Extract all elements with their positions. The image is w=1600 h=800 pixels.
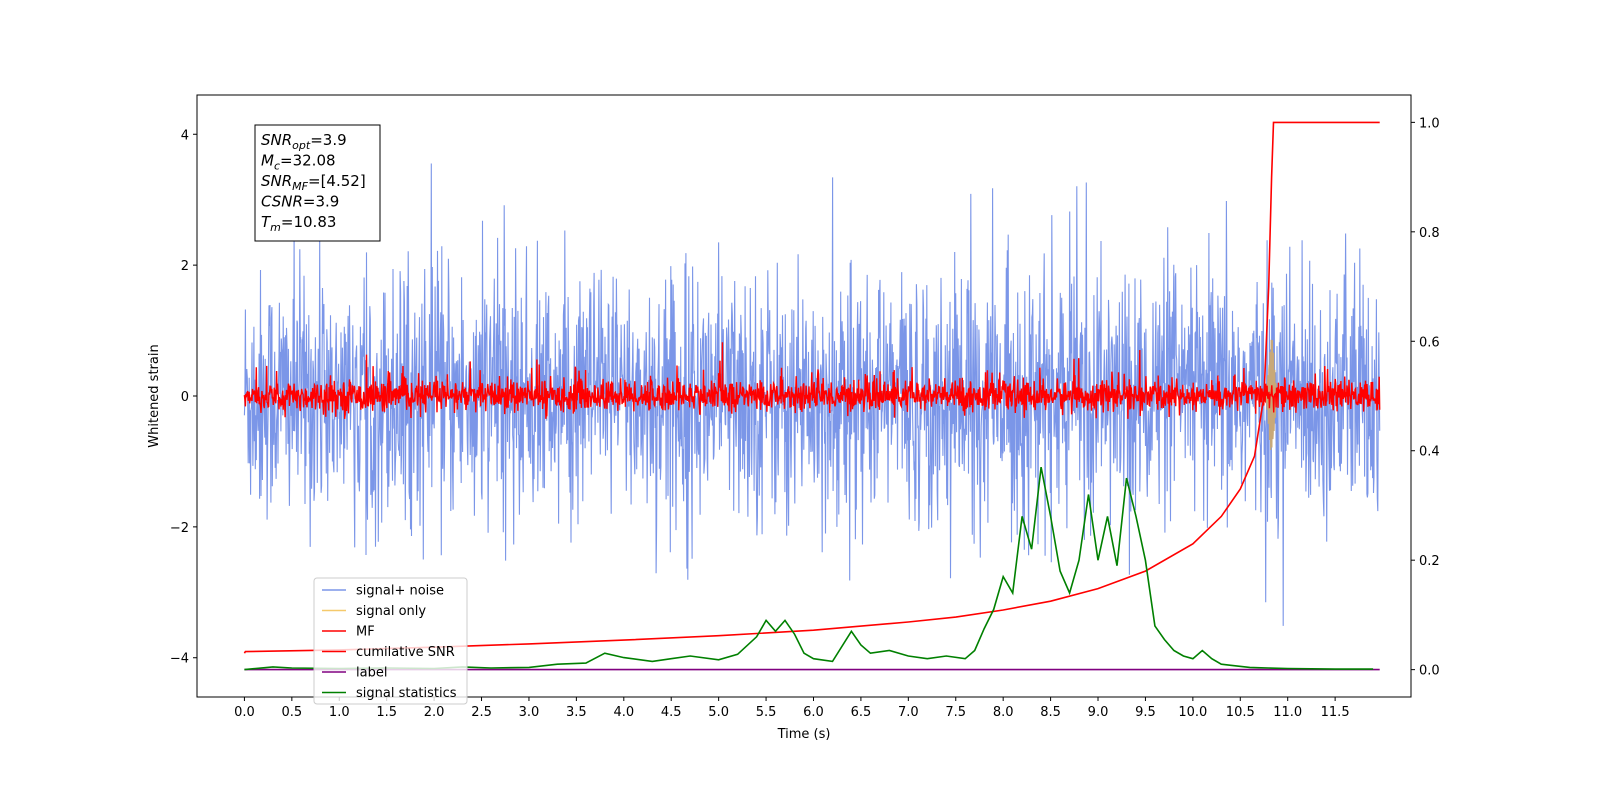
info-line: SNRopt=3.9 [261, 131, 347, 152]
y2-tick-label: 0.4 [1419, 445, 1440, 460]
info-box-frame [254, 124, 381, 242]
legend-label: cumilative SNR [356, 645, 455, 660]
x-tick-label: 7.0 [898, 705, 919, 720]
series-line-5 [244, 466, 1374, 671]
y-axis-right: 0.0 0.2 0.4 0.6 0.8 1.0 [1411, 116, 1440, 679]
y-axis-left: −4 −2 0 2 4 [170, 128, 197, 667]
x-tick-label: 9.0 [1088, 705, 1109, 720]
y2-tick-label: 1.0 [1419, 116, 1440, 131]
x-tick-label: 11.5 [1321, 705, 1350, 720]
legend-label: MF [356, 625, 375, 640]
x-tick-label: 3.0 [519, 705, 540, 720]
x-tick-label: 4.0 [613, 705, 634, 720]
x-tick-label: 10.5 [1226, 705, 1255, 720]
x-tick-label: 6.0 [803, 705, 824, 720]
y2-tick-label: 0.6 [1419, 335, 1440, 350]
x-tick-label: 0.0 [234, 705, 255, 720]
x-tick-label: 1.5 [376, 705, 397, 720]
y-tick-label: 4 [181, 128, 189, 143]
x-tick-label: 4.5 [661, 705, 682, 720]
x-tick-label: 2.0 [424, 705, 445, 720]
x-tick-label: 11.0 [1273, 705, 1302, 720]
x-tick-label: 5.5 [756, 705, 777, 720]
legend: signal+ noise signal only MF cumilative SNR… [313, 577, 468, 705]
y-tick-label: 0 [181, 390, 189, 405]
x-tick-label: 0.5 [282, 705, 303, 720]
x-axis-label: Time (s) [777, 727, 831, 742]
y-tick-label: 2 [181, 259, 189, 274]
y-axis-label: Whitened strain [147, 344, 162, 447]
x-tick-label: 3.5 [566, 705, 587, 720]
legend-label: label [356, 666, 387, 681]
info-line: Tm=10.83 [261, 213, 336, 234]
x-tick-label: 8.0 [993, 705, 1014, 720]
legend-label: signal only [356, 604, 426, 619]
y2-tick-label: 0.2 [1419, 554, 1440, 569]
x-tick-label: 7.5 [945, 705, 966, 720]
x-tick-label: 9.5 [1135, 705, 1156, 720]
legend-label: signal statistics [356, 686, 457, 701]
x-axis: 0.0 0.5 1.0 1.5 2.0 2.5 3.0 3.5 4.0 4.5 5.0 5.5 6.0 6… [234, 697, 1350, 720]
series-line-2 [243, 342, 1381, 419]
x-tick-label: 5.0 [708, 705, 729, 720]
x-tick-label: 1.0 [329, 705, 350, 720]
legend-label: signal+ noise [356, 584, 444, 599]
legend-frame [313, 577, 468, 705]
series-line-3 [243, 121, 1380, 654]
x-tick-label: 10.0 [1178, 705, 1207, 720]
y-tick-label: −2 [170, 521, 189, 536]
x-tick-label: 2.5 [471, 705, 492, 720]
y2-tick-label: 0.8 [1419, 226, 1440, 241]
info-line: SNRMF=[4.52] [261, 172, 366, 193]
info-line: CSNR=3.9 [261, 193, 339, 211]
x-tick-label: 6.5 [851, 705, 872, 720]
y2-tick-label: 0.0 [1419, 664, 1440, 679]
y-tick-label: −4 [170, 652, 189, 667]
info-line: Mc=32.08 [261, 152, 336, 173]
x-tick-label: 8.5 [1040, 705, 1061, 720]
